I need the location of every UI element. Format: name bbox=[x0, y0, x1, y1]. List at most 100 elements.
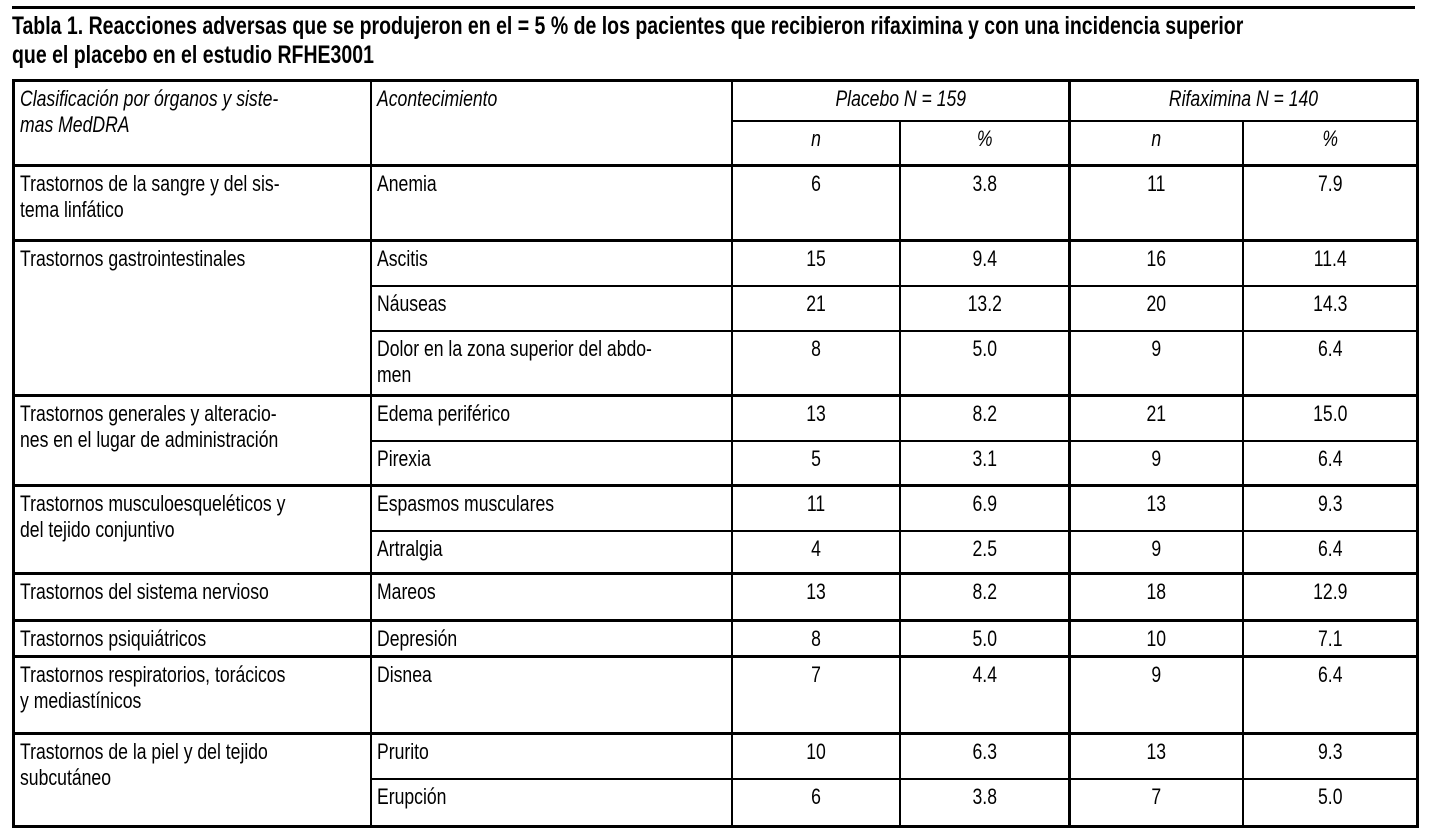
classification-cell: Trastornos musculoesqueléticos y del tej… bbox=[12, 484, 372, 575]
top-rule bbox=[12, 6, 1415, 9]
placebo-pct-cell-text: 5.0 bbox=[972, 335, 997, 361]
rifaximina-pct-cell: 6.4 bbox=[1241, 439, 1419, 487]
rifaximina-pct-cell-text: 11.4 bbox=[1313, 246, 1347, 271]
table-caption: Tabla 1. Reacciones adversas que se prod… bbox=[12, 12, 1416, 70]
rifaximina-n-cell: 11 bbox=[1068, 164, 1244, 242]
rifaximina-n-cell: 13 bbox=[1068, 484, 1244, 532]
placebo-pct-cell: 3.8 bbox=[898, 777, 1071, 828]
classification-cell-text: Trastornos de la piel y del tejido subcu… bbox=[20, 739, 268, 790]
placebo-pct-cell: 2.5 bbox=[898, 529, 1071, 575]
rifaximina-pct-cell-text: 5.0 bbox=[1317, 783, 1342, 809]
event-cell: Espasmos musculares bbox=[369, 484, 733, 532]
classification-cell: Trastornos respiratorios, torácicos y me… bbox=[12, 655, 372, 735]
placebo-pct-cell-text: 8.2 bbox=[972, 401, 997, 426]
event-cell-text: Edema periférico bbox=[376, 401, 510, 426]
placebo-n-cell: 13 bbox=[730, 572, 901, 622]
placebo-pct-cell: 13.2 bbox=[898, 284, 1071, 332]
header-rifaximina-n: n bbox=[1068, 119, 1244, 167]
placebo-pct-cell: 9.4 bbox=[898, 239, 1071, 287]
classification-cell: Trastornos gastrointestinales bbox=[12, 239, 372, 397]
rifaximina-pct-cell-text: 6.4 bbox=[1317, 662, 1342, 687]
event-cell: Edema periférico bbox=[369, 394, 733, 442]
placebo-pct-cell: 5.0 bbox=[898, 619, 1071, 658]
placebo-pct-cell-text: 4.4 bbox=[972, 662, 997, 687]
event-cell-text: Disnea bbox=[376, 662, 432, 687]
table-row: Trastornos del sistema nervioso Mareos 13 8… bbox=[12, 572, 1419, 622]
rifaximina-n-cell-text: 9 bbox=[1151, 335, 1162, 361]
event-cell: Mareos bbox=[369, 572, 733, 622]
rifaximina-n-cell: 20 bbox=[1068, 284, 1244, 332]
rifaximina-pct-cell: 9.3 bbox=[1241, 732, 1419, 780]
event-cell: Ascitis bbox=[369, 239, 733, 287]
rifaximina-pct-cell-text: 6.4 bbox=[1317, 445, 1342, 471]
classification-cell: Trastornos de la piel y del tejido subcu… bbox=[12, 732, 372, 828]
rifaximina-pct-cell-text: 12.9 bbox=[1312, 579, 1347, 604]
placebo-pct-cell-text: 6.9 bbox=[972, 491, 997, 516]
event-cell: Anemia bbox=[369, 164, 733, 242]
placebo-n-cell-text: 6 bbox=[810, 783, 821, 809]
placebo-pct-cell: 8.2 bbox=[898, 572, 1071, 622]
event-cell: Disnea bbox=[369, 655, 733, 735]
event-cell-text: Espasmos musculares bbox=[376, 491, 554, 516]
table-row: Trastornos de la piel y del tejido subcu… bbox=[12, 732, 1419, 828]
rifaximina-n-cell: 21 bbox=[1068, 394, 1244, 442]
rifaximina-n-cell-text: 10 bbox=[1146, 626, 1167, 651]
table-row: Artralgia 4 2.5 9 6.4 bbox=[14, 529, 1419, 575]
event-cell: Pirexia bbox=[369, 439, 733, 487]
table-row: Náuseas 21 13.2 20 14.3 bbox=[14, 284, 1419, 332]
rifaximina-pct-cell-text: 9.3 bbox=[1317, 739, 1342, 764]
event-cell-text: Ascitis bbox=[376, 246, 428, 271]
rifaximina-n-cell-text: 9 bbox=[1151, 535, 1162, 561]
rifaximina-pct-cell: 11.4 bbox=[1241, 239, 1419, 287]
placebo-pct-cell-text: 3.1 bbox=[972, 445, 997, 471]
placebo-n-cell-text: 15 bbox=[805, 246, 826, 271]
rifaximina-n-cell-text: 7 bbox=[1151, 783, 1162, 809]
table-row: Dolor en la zona superior del abdo- men 8… bbox=[14, 329, 1419, 397]
event-cell-text: Artralgia bbox=[376, 535, 443, 561]
placebo-pct-cell: 3.1 bbox=[898, 439, 1071, 487]
event-cell-text: Anemia bbox=[376, 171, 437, 196]
placebo-n-cell: 13 bbox=[730, 394, 901, 442]
rifaximina-pct-cell: 7.1 bbox=[1241, 619, 1419, 658]
rifaximina-pct-cell: 12.9 bbox=[1241, 572, 1419, 622]
rifaximina-pct-cell-text: 7.9 bbox=[1317, 171, 1342, 196]
rifaximina-pct-cell: 7.9 bbox=[1241, 164, 1419, 242]
rifaximina-pct-cell: 6.4 bbox=[1241, 329, 1419, 397]
adverse-reactions-table: Clasificación por órganos y siste- mas M… bbox=[12, 79, 1420, 828]
placebo-n-cell: 5 bbox=[730, 439, 901, 487]
rifaximina-pct-cell-text: 6.4 bbox=[1317, 335, 1342, 361]
rifaximina-n-cell-text: 9 bbox=[1151, 662, 1162, 687]
event-cell-text: Náuseas bbox=[376, 290, 446, 316]
placebo-pct-cell-text: 5.0 bbox=[972, 626, 997, 651]
rifaximina-n-cell: 9 bbox=[1068, 529, 1244, 575]
table-row: Pirexia 5 3.1 9 6.4 bbox=[14, 439, 1419, 487]
rifaximina-pct-cell: 14.3 bbox=[1241, 284, 1419, 332]
placebo-pct-cell-text: 2.5 bbox=[972, 535, 997, 561]
placebo-n-cell: 8 bbox=[730, 329, 901, 397]
rifaximina-n-cell: 18 bbox=[1068, 572, 1244, 622]
header-row-groups: Clasificación por órganos y siste- mas M… bbox=[12, 79, 1419, 167]
header-placebo-pct: % bbox=[898, 119, 1071, 167]
header-placebo-n: n bbox=[730, 119, 901, 167]
header-placebo-group: Placebo N = 159 bbox=[730, 79, 1071, 122]
event-cell: Erupción bbox=[369, 777, 733, 828]
table-row: Trastornos de la sangre y del sis- tema … bbox=[12, 164, 1419, 242]
event-cell: Artralgia bbox=[369, 529, 733, 575]
rifaximina-pct-cell-text: 9.3 bbox=[1317, 491, 1342, 516]
table-row: Erupción 6 3.8 7 5.0 bbox=[14, 777, 1419, 828]
table-row: Trastornos psiquiátricos Depresión 8 5.0 10 7… bbox=[12, 619, 1419, 658]
header-classification: Clasificación por órganos y siste- mas M… bbox=[12, 79, 372, 167]
placebo-n-cell: 8 bbox=[730, 619, 901, 658]
classification-cell-text: Trastornos de la sangre y del sis- tema … bbox=[20, 171, 280, 222]
placebo-n-cell-text: 8 bbox=[810, 335, 821, 361]
placebo-n-cell-text: 8 bbox=[810, 626, 821, 651]
classification-cell-text: Trastornos musculoesqueléticos y del tej… bbox=[20, 491, 286, 542]
classification-cell: Trastornos de la sangre y del sis- tema … bbox=[12, 164, 372, 242]
placebo-n-cell-text: 5 bbox=[810, 445, 821, 471]
classification-cell: Trastornos psiquiátricos bbox=[12, 619, 372, 658]
placebo-n-cell: 7 bbox=[730, 655, 901, 735]
rifaximina-n-cell: 13 bbox=[1068, 732, 1244, 780]
rifaximina-n-cell: 9 bbox=[1068, 439, 1244, 487]
event-cell-text: Pirexia bbox=[376, 445, 431, 471]
rifaximina-n-cell: 7 bbox=[1068, 777, 1244, 828]
